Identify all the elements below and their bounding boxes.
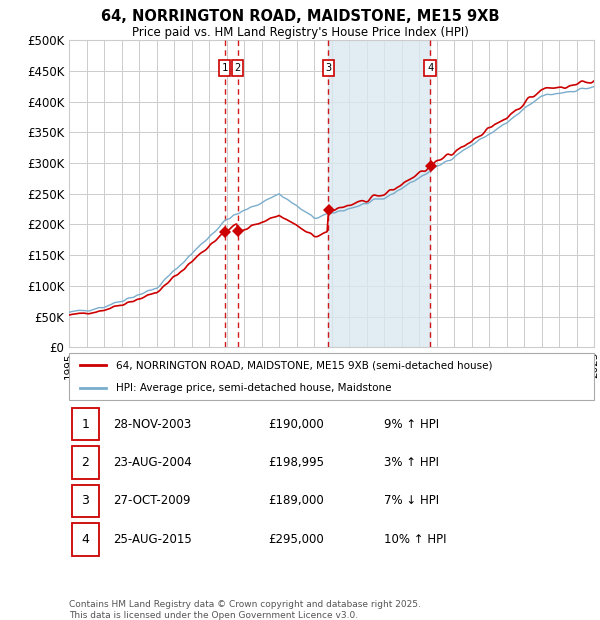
Text: 28-NOV-2003: 28-NOV-2003 bbox=[113, 418, 192, 430]
Text: £190,000: £190,000 bbox=[269, 418, 324, 430]
Text: 3: 3 bbox=[325, 63, 331, 73]
FancyBboxPatch shape bbox=[71, 485, 99, 517]
Text: 2: 2 bbox=[235, 63, 241, 73]
FancyBboxPatch shape bbox=[69, 353, 594, 400]
Bar bbox=[328, 40, 430, 347]
FancyBboxPatch shape bbox=[71, 408, 99, 440]
Text: £295,000: £295,000 bbox=[269, 533, 324, 546]
Text: 25-AUG-2015: 25-AUG-2015 bbox=[113, 533, 193, 546]
Text: 23-AUG-2004: 23-AUG-2004 bbox=[113, 456, 193, 469]
Text: Contains HM Land Registry data © Crown copyright and database right 2025.
This d: Contains HM Land Registry data © Crown c… bbox=[69, 600, 421, 619]
Text: 1: 1 bbox=[221, 63, 228, 73]
Text: HPI: Average price, semi-detached house, Maidstone: HPI: Average price, semi-detached house,… bbox=[116, 383, 392, 393]
Text: Price paid vs. HM Land Registry's House Price Index (HPI): Price paid vs. HM Land Registry's House … bbox=[131, 26, 469, 39]
Text: 9% ↑ HPI: 9% ↑ HPI bbox=[384, 418, 439, 430]
Text: 7% ↓ HPI: 7% ↓ HPI bbox=[384, 495, 439, 507]
Text: 4: 4 bbox=[427, 63, 433, 73]
FancyBboxPatch shape bbox=[71, 523, 99, 556]
FancyBboxPatch shape bbox=[71, 446, 99, 479]
Text: 64, NORRINGTON ROAD, MAIDSTONE, ME15 9XB: 64, NORRINGTON ROAD, MAIDSTONE, ME15 9XB bbox=[101, 9, 499, 24]
Text: 64, NORRINGTON ROAD, MAIDSTONE, ME15 9XB (semi-detached house): 64, NORRINGTON ROAD, MAIDSTONE, ME15 9XB… bbox=[116, 360, 493, 370]
Text: 3% ↑ HPI: 3% ↑ HPI bbox=[384, 456, 439, 469]
Text: 4: 4 bbox=[82, 533, 89, 546]
Text: 27-OCT-2009: 27-OCT-2009 bbox=[113, 495, 191, 507]
Text: £189,000: £189,000 bbox=[269, 495, 324, 507]
Text: 2: 2 bbox=[82, 456, 89, 469]
Text: 10% ↑ HPI: 10% ↑ HPI bbox=[384, 533, 446, 546]
Text: £198,995: £198,995 bbox=[269, 456, 325, 469]
Text: 1: 1 bbox=[82, 418, 89, 430]
Text: 3: 3 bbox=[82, 495, 89, 507]
